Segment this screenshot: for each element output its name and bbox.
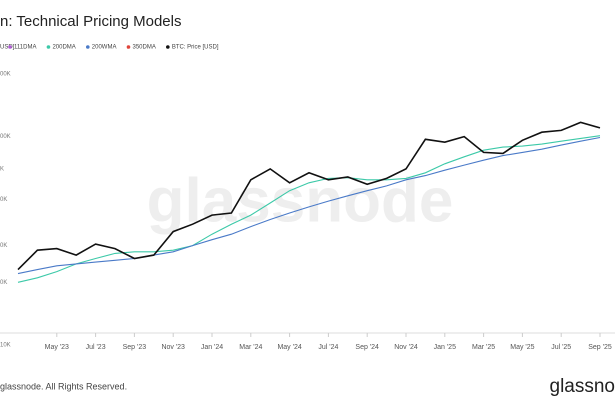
footer: glassnode. All Rights Reserved.: [0, 381, 127, 391]
legend-label: 200DMA: [52, 45, 75, 51]
legend-swatch: [126, 45, 131, 49]
legend-swatch: [166, 45, 170, 49]
logo: glassno: [550, 376, 615, 397]
x-tick-label: Nov '24: [394, 344, 418, 351]
x-tick-label: Sep '23: [123, 344, 147, 351]
x-tick-label: Jul '24: [318, 344, 338, 351]
y-tick-label: 00K: [0, 71, 11, 77]
x-tick-label: Mar '24: [239, 344, 262, 351]
x-tick-label: Jul '25: [551, 344, 571, 351]
x-tick-label: May '23: [45, 344, 69, 351]
legend-label: 111DMA: [14, 45, 36, 51]
y-tick-label: 10K: [0, 343, 11, 349]
series-line: [17, 136, 601, 275]
x-tick-label: Mar '25: [472, 344, 495, 351]
x-tick-label: May '24: [277, 344, 301, 351]
x-tick-label: Nov '23: [161, 344, 185, 351]
legend-label: BTC: Price [USD]: [172, 45, 219, 51]
legend-label: 200WMA: [92, 45, 117, 51]
series-line: [17, 121, 601, 271]
y-tick-label: K: [0, 166, 4, 172]
legend-label: 350DMA: [132, 45, 155, 51]
chart-title: n: Technical Pricing Models: [0, 13, 181, 30]
legend-swatch: [85, 45, 90, 49]
legend-swatch: [46, 45, 51, 49]
x-tick-label: Sep '24: [355, 344, 379, 351]
y-tick-label: 00K: [0, 134, 11, 140]
x-tick-label: Jan '25: [434, 344, 456, 351]
y-tick-label: 0K: [0, 197, 7, 203]
y-tick-label: 0K: [0, 243, 7, 249]
x-tick-label: Jan '24: [201, 344, 223, 351]
legend-lead: USD]: [0, 45, 15, 51]
series-line: [17, 135, 601, 283]
x-tick-label: May '25: [510, 344, 534, 351]
x-tick-label: Sep '25: [588, 344, 612, 351]
y-tick-label: 0K: [0, 280, 7, 286]
x-tick-label: Jul '23: [86, 344, 106, 351]
legend-swatch: [8, 45, 12, 49]
